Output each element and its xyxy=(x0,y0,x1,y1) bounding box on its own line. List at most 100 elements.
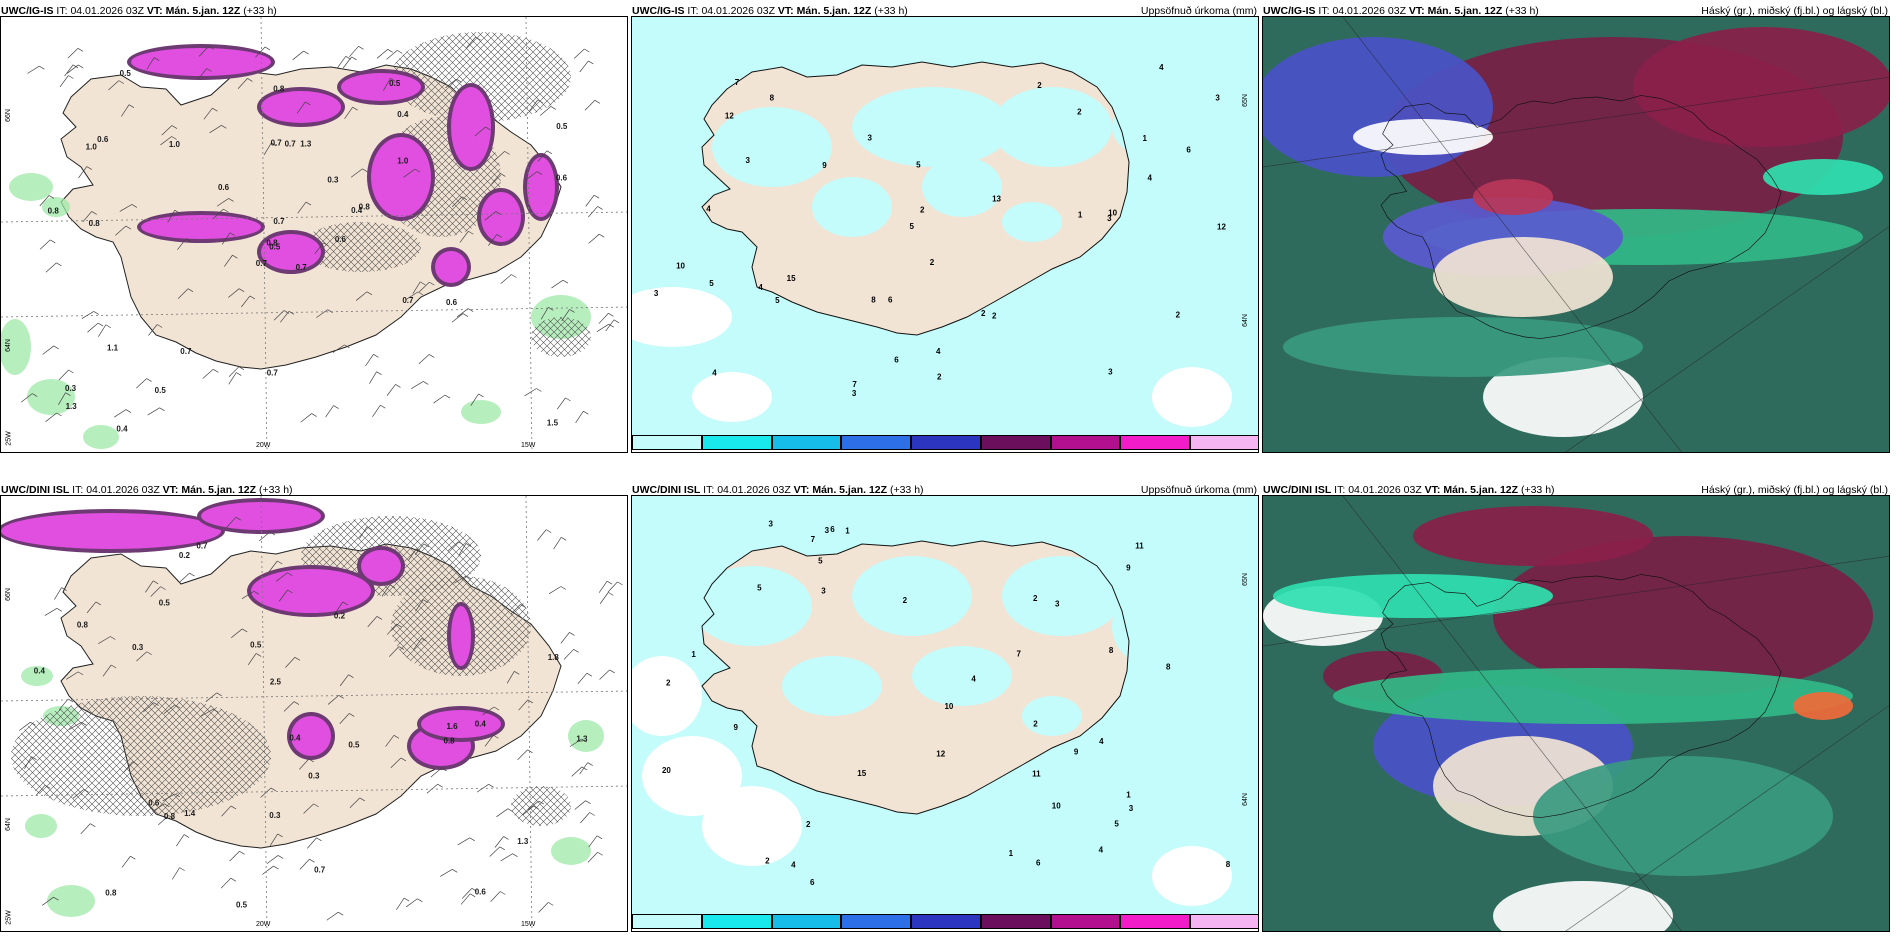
value-label: 5 xyxy=(709,279,714,288)
value-label: 7 xyxy=(852,380,857,389)
wind-barb xyxy=(607,581,623,593)
colorbar-swatch xyxy=(1190,435,1258,450)
value-label: 6 xyxy=(894,356,899,365)
wind-barb xyxy=(445,78,462,89)
init-time: 04.01.2026 03Z xyxy=(701,5,775,17)
value-label: 9 xyxy=(733,723,738,732)
wind-barb xyxy=(355,291,373,301)
wind-barb xyxy=(27,65,45,74)
wind-barb xyxy=(150,586,166,597)
accum-area xyxy=(922,157,1002,217)
wind-barb xyxy=(538,902,554,913)
value-label: 9 xyxy=(1074,748,1079,757)
wind-barb xyxy=(598,312,614,324)
value-label: 0.7 xyxy=(296,263,308,272)
latitude-label: 65N xyxy=(1241,94,1249,107)
wind-barb xyxy=(162,793,180,802)
init-time: 04.01.2026 03Z xyxy=(1348,484,1422,496)
value-label: 0.6 xyxy=(446,298,458,307)
wind-barb xyxy=(540,106,557,116)
wind-barb xyxy=(525,171,543,181)
value-label: 0.7 xyxy=(180,347,192,356)
wind-barb xyxy=(59,75,74,87)
colorbar-swatch xyxy=(1120,435,1191,450)
cloud-layer-area xyxy=(1763,159,1883,195)
wind-barb xyxy=(147,407,165,416)
colorbar: 1 10 25 50 75 100 150 200 400 xyxy=(632,914,1258,931)
wind-barb xyxy=(488,234,502,246)
wind-barb xyxy=(296,101,311,114)
wind-barb xyxy=(405,898,423,908)
wind-barb xyxy=(386,384,401,396)
light-precip-area xyxy=(1,319,31,375)
light-precip-area xyxy=(42,197,70,217)
value-label: 0.4 xyxy=(289,734,301,743)
colorbar-swatch xyxy=(701,435,772,450)
wind-barb xyxy=(453,575,472,584)
wind-barb xyxy=(292,50,309,61)
map-area[interactable]: 1 3 10 2 4 3 5 4 6 12 5 8 7 6 4 3 2 5 4 13 2 12 15 3 8 2 6 3 4 1 4 2 3 2 5… xyxy=(631,16,1259,453)
map-area[interactable]: 0.3 0.8 2.5 0.2 1.4 0.2 0.4 0.5 1.3 0.8 0.7 1.6 0.6 0… xyxy=(0,495,628,932)
wind-barb xyxy=(372,404,386,418)
value-label: 1.0 xyxy=(169,140,181,149)
value-label: 6 xyxy=(1186,146,1191,155)
wind-barb xyxy=(197,68,212,80)
wind-barb xyxy=(314,242,329,255)
wind-barb xyxy=(588,233,605,244)
valid-label: VT: xyxy=(793,484,810,496)
wind-barb xyxy=(579,762,593,775)
map-area[interactable] xyxy=(1262,16,1890,453)
wind-barb xyxy=(69,722,87,730)
light-precip-area xyxy=(47,885,95,917)
value-label: 2 xyxy=(1033,594,1038,603)
lead-time: (+33 h) xyxy=(1520,484,1555,496)
map-area[interactable]: 2 4 8 10 5 11 3 6 7 9 15 20 2 4 3 1 11 12 5 8 2 6 4 3 9 7 2 1 3 5 10 2 1… xyxy=(631,495,1259,932)
wind-barb xyxy=(430,767,447,778)
value-label: 0.7 xyxy=(256,259,268,268)
panel-igis-cloud: UWC/IG-IS IT: 04.01.2026 03Z VT: Mán. 5.… xyxy=(1262,0,1890,453)
wind-barb xyxy=(327,695,344,705)
wind-barb xyxy=(389,646,405,657)
light-precip-area xyxy=(25,814,57,838)
value-label: 0.8 xyxy=(89,219,101,228)
model-name: UWC/IG-IS xyxy=(1263,5,1316,17)
wind-barb xyxy=(553,536,567,550)
wind-barb xyxy=(121,855,136,868)
wind-barb xyxy=(474,126,491,137)
value-label: 5 xyxy=(757,583,762,592)
value-label: 4 xyxy=(712,369,717,378)
wind-barb xyxy=(433,394,451,404)
colorbar-swatch xyxy=(1120,914,1191,929)
panel-header: UWC/DINI ISL IT: 04.01.2026 03Z VT: Mán.… xyxy=(1262,479,1890,499)
precip-area xyxy=(481,192,521,242)
value-label: 0.7 xyxy=(273,217,285,226)
wind-barb xyxy=(339,674,354,687)
init-time: 04.01.2026 03Z xyxy=(70,5,144,17)
wind-barb xyxy=(537,150,553,162)
wind-barb xyxy=(98,324,111,337)
value-label: 3 xyxy=(1055,600,1060,609)
map-area[interactable] xyxy=(1262,495,1890,932)
value-label: 4 xyxy=(1147,174,1152,183)
wind-barb xyxy=(81,311,99,320)
wind-barb xyxy=(158,815,174,826)
wind-barb xyxy=(386,50,403,60)
panel-header: UWC/IG-IS IT: 04.01.2026 03Z VT: Mán. 5.… xyxy=(631,0,1259,20)
wind-barb xyxy=(403,168,421,178)
wind-barb xyxy=(54,587,67,600)
value-label: 1.3 xyxy=(517,837,529,846)
value-label: 9 xyxy=(1126,563,1131,572)
wind-barb xyxy=(396,897,410,910)
cloud-layer-area xyxy=(1483,357,1643,437)
wind-barb xyxy=(484,211,502,221)
wind-barb xyxy=(178,572,195,583)
dry-area xyxy=(632,656,702,736)
value-label: 1.3 xyxy=(576,734,588,743)
latitude-label: 64N xyxy=(1241,314,1249,327)
value-label: 1.0 xyxy=(86,143,98,152)
wind-barb xyxy=(332,344,350,353)
map-area[interactable]: 0.7 1.0 0.5 0.3 0.4 0.7 0.5 1.3 0.4 0.6 0.5 1.5 0.8 0… xyxy=(0,16,628,453)
wind-barb xyxy=(229,851,245,862)
value-label: 0.3 xyxy=(327,176,339,185)
value-label: 2 xyxy=(992,312,997,321)
